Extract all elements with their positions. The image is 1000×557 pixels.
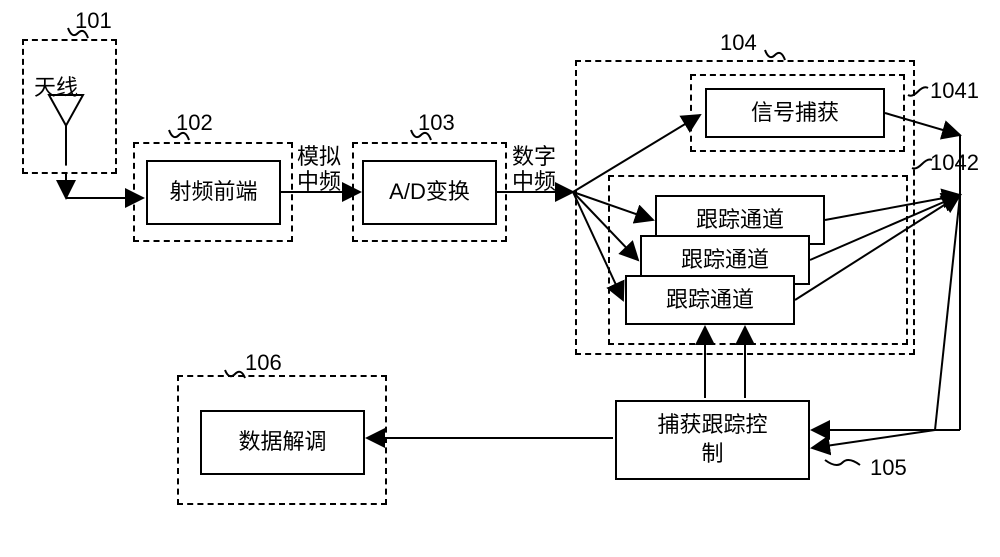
ref-squiggle-1042: [912, 160, 932, 169]
ref-label-105: 105: [870, 455, 907, 481]
ref-squiggle-105: [825, 460, 860, 465]
ref-squiggle-104: [765, 50, 785, 60]
antenna-label: 天线: [34, 70, 78, 102]
ref-label-101: 101: [75, 8, 112, 34]
ref-label-103: 103: [418, 110, 455, 136]
acquisition-box: 信号捕获: [705, 88, 885, 138]
ref-label-104: 104: [720, 30, 757, 56]
demod-box: 数据解调: [200, 410, 365, 475]
ref-label-106: 106: [245, 350, 282, 376]
rf-frontend-box: 射频前端: [146, 160, 281, 225]
ref-label-102: 102: [176, 110, 213, 136]
ref-label-1041: 1041: [930, 78, 979, 104]
tracking-channel-3: 跟踪通道: [625, 275, 795, 325]
arrow-to-ctrl-right2: [812, 430, 935, 448]
edge-label-digital_if: 数字 中频: [512, 144, 556, 195]
acq-track-control-box: 捕获跟踪控 制: [615, 400, 810, 480]
arrow-merge-down2: [935, 195, 960, 430]
adc-box: A/D变换: [362, 160, 497, 225]
edge-label-analog_if: 模拟 中频: [297, 144, 341, 195]
ref-label-1042: 1042: [930, 150, 979, 176]
diagram-canvas: 天线射频前端A/D变换信号捕获跟踪通道跟踪通道跟踪通道捕获跟踪控 制数据解调模拟…: [0, 0, 1000, 557]
antenna-group: [22, 39, 117, 174]
